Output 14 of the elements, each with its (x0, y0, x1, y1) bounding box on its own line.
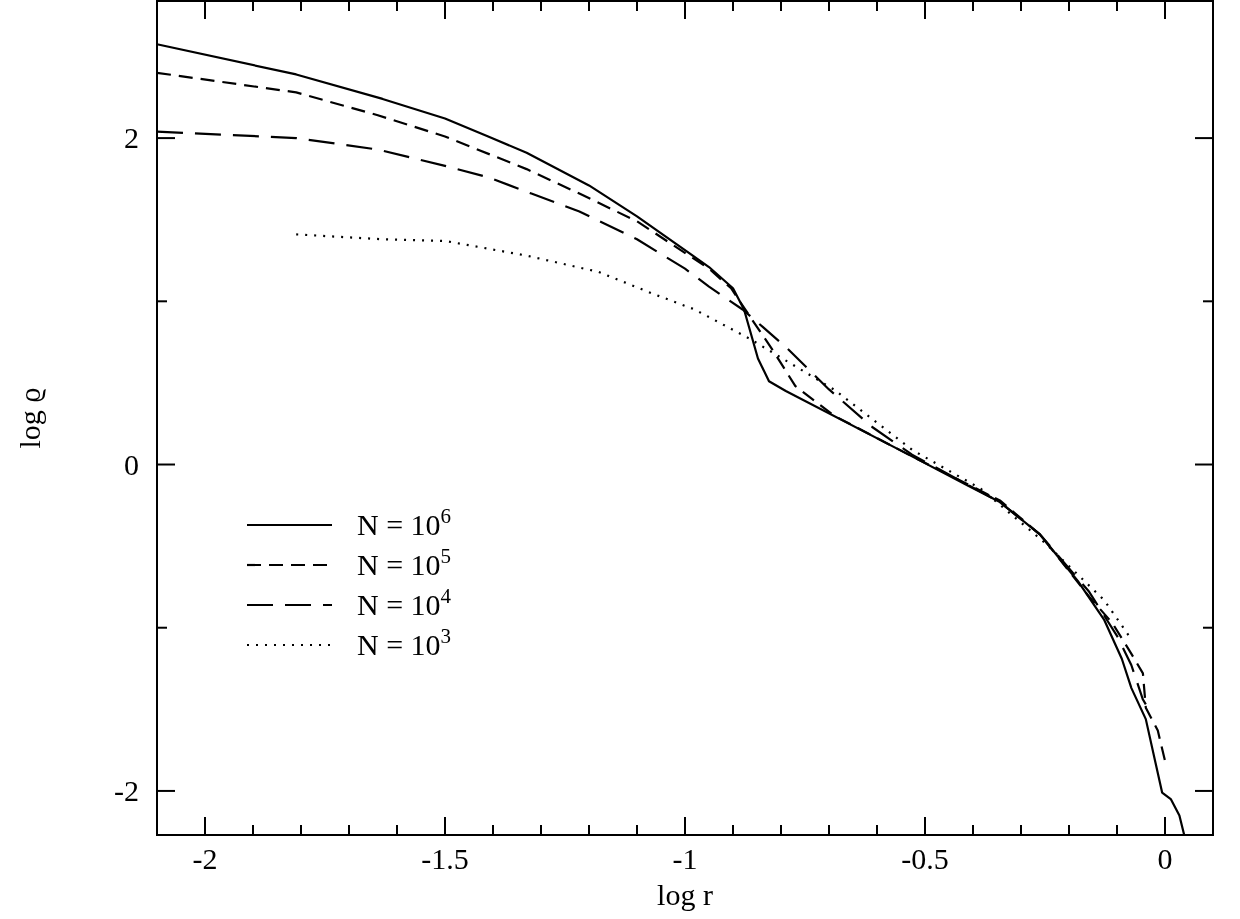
y-tick-label: 2 (124, 121, 139, 155)
y-tick-label: 0 (124, 447, 139, 481)
x-tick-label: -1 (672, 842, 698, 875)
x-tick-label: -0.5 (901, 842, 949, 875)
legend-label: N = 10$^{5}$ (357, 544, 452, 581)
legend-label: N = 10$^{3}$ (357, 624, 452, 661)
x-tick-label: -2 (192, 842, 218, 875)
legend-label: N = 10$^{6}$ (357, 504, 452, 541)
x-axis-title: log r (657, 878, 713, 911)
y-tick-label: -2 (114, 773, 139, 807)
x-tick-label: -1.5 (421, 842, 469, 875)
y-axis-title: log ϱ (13, 387, 46, 449)
legend-label: N = 10$^{4}$ (357, 584, 452, 621)
x-tick-label: 0 (1157, 842, 1173, 875)
